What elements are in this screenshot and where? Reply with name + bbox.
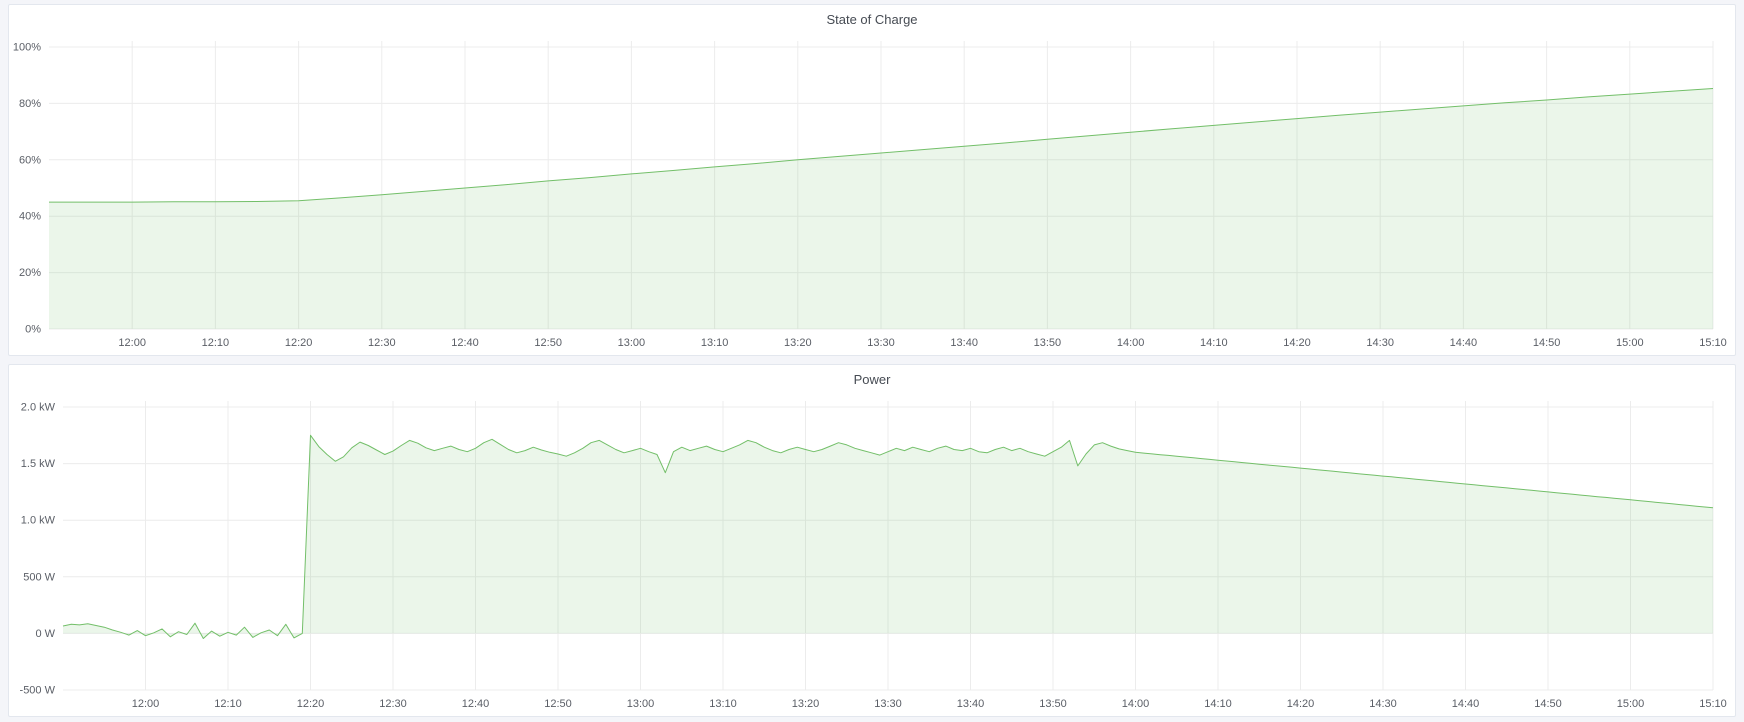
- svg-text:12:10: 12:10: [202, 337, 230, 349]
- svg-text:12:30: 12:30: [379, 698, 407, 710]
- svg-text:13:10: 13:10: [709, 698, 737, 710]
- svg-text:40%: 40%: [19, 211, 41, 223]
- svg-text:0%: 0%: [25, 324, 41, 336]
- power-chart-canvas[interactable]: -500 W 0 W 500 W 1.0 kW 1.5 kW 2.0 kW 12:00 12:…: [9, 393, 1735, 716]
- svg-text:15:10: 15:10: [1699, 698, 1727, 710]
- svg-text:13:00: 13:00: [618, 337, 646, 349]
- panel-title-power[interactable]: Power: [853, 371, 891, 387]
- svg-text:13:00: 13:00: [627, 698, 655, 710]
- svg-text:14:00: 14:00: [1122, 698, 1150, 710]
- svg-text:12:00: 12:00: [132, 698, 160, 710]
- svg-text:0 W: 0 W: [35, 628, 55, 640]
- svg-text:12:50: 12:50: [544, 698, 572, 710]
- svg-text:13:30: 13:30: [867, 337, 895, 349]
- svg-text:20%: 20%: [19, 267, 41, 279]
- power-chart-area: -500 W 0 W 500 W 1.0 kW 1.5 kW 2.0 kW 12:00 12:…: [9, 393, 1735, 716]
- svg-text:12:10: 12:10: [214, 698, 242, 710]
- svg-text:12:00: 12:00: [118, 337, 146, 349]
- svg-text:13:40: 13:40: [957, 698, 985, 710]
- panel-state-of-charge: State of Charge 0% 20% 40% 60% 80% 100% 12:00 1…: [8, 4, 1736, 356]
- svg-text:14:10: 14:10: [1204, 698, 1232, 710]
- state-of-charge-chart-area: 0% 20% 40% 60% 80% 100% 12:00 12:10 12:20 12:30 12…: [9, 33, 1735, 355]
- svg-text:14:00: 14:00: [1117, 337, 1145, 349]
- svg-text:100%: 100%: [13, 42, 41, 54]
- svg-text:13:20: 13:20: [784, 337, 812, 349]
- svg-text:13:40: 13:40: [950, 337, 978, 349]
- svg-text:14:50: 14:50: [1534, 698, 1562, 710]
- svg-text:2.0 kW: 2.0 kW: [21, 402, 56, 414]
- svg-text:13:30: 13:30: [874, 698, 902, 710]
- svg-text:15:10: 15:10: [1699, 337, 1727, 349]
- svg-text:13:20: 13:20: [792, 698, 820, 710]
- svg-text:12:50: 12:50: [534, 337, 562, 349]
- svg-text:12:30: 12:30: [368, 337, 396, 349]
- svg-text:13:50: 13:50: [1039, 698, 1067, 710]
- svg-text:14:30: 14:30: [1366, 337, 1394, 349]
- panel-title-state-of-charge[interactable]: State of Charge: [826, 11, 918, 27]
- svg-text:14:20: 14:20: [1287, 698, 1315, 710]
- state-of-charge-chart-canvas[interactable]: 0% 20% 40% 60% 80% 100% 12:00 12:10 12:20 12:30 12…: [9, 33, 1735, 355]
- svg-text:14:40: 14:40: [1450, 337, 1478, 349]
- svg-text:12:20: 12:20: [297, 698, 325, 710]
- svg-text:12:40: 12:40: [451, 337, 479, 349]
- svg-text:13:50: 13:50: [1034, 337, 1062, 349]
- svg-text:60%: 60%: [19, 154, 41, 166]
- svg-text:1.5 kW: 1.5 kW: [21, 458, 56, 470]
- svg-text:14:40: 14:40: [1452, 698, 1480, 710]
- panel-power: Power -500 W 0 W 500 W 1.0 kW 1.5 kW 2.0 kW 12…: [8, 364, 1736, 717]
- svg-text:12:20: 12:20: [285, 337, 313, 349]
- svg-text:14:20: 14:20: [1283, 337, 1311, 349]
- svg-text:15:00: 15:00: [1617, 698, 1645, 710]
- svg-text:14:10: 14:10: [1200, 337, 1228, 349]
- svg-text:500 W: 500 W: [23, 571, 55, 583]
- svg-text:80%: 80%: [19, 98, 41, 110]
- svg-text:15:00: 15:00: [1616, 337, 1644, 349]
- svg-text:1.0 kW: 1.0 kW: [21, 515, 56, 527]
- svg-text:-500 W: -500 W: [20, 685, 56, 697]
- svg-text:12:40: 12:40: [462, 698, 490, 710]
- svg-text:14:30: 14:30: [1369, 698, 1397, 710]
- svg-text:14:50: 14:50: [1533, 337, 1561, 349]
- svg-text:13:10: 13:10: [701, 337, 729, 349]
